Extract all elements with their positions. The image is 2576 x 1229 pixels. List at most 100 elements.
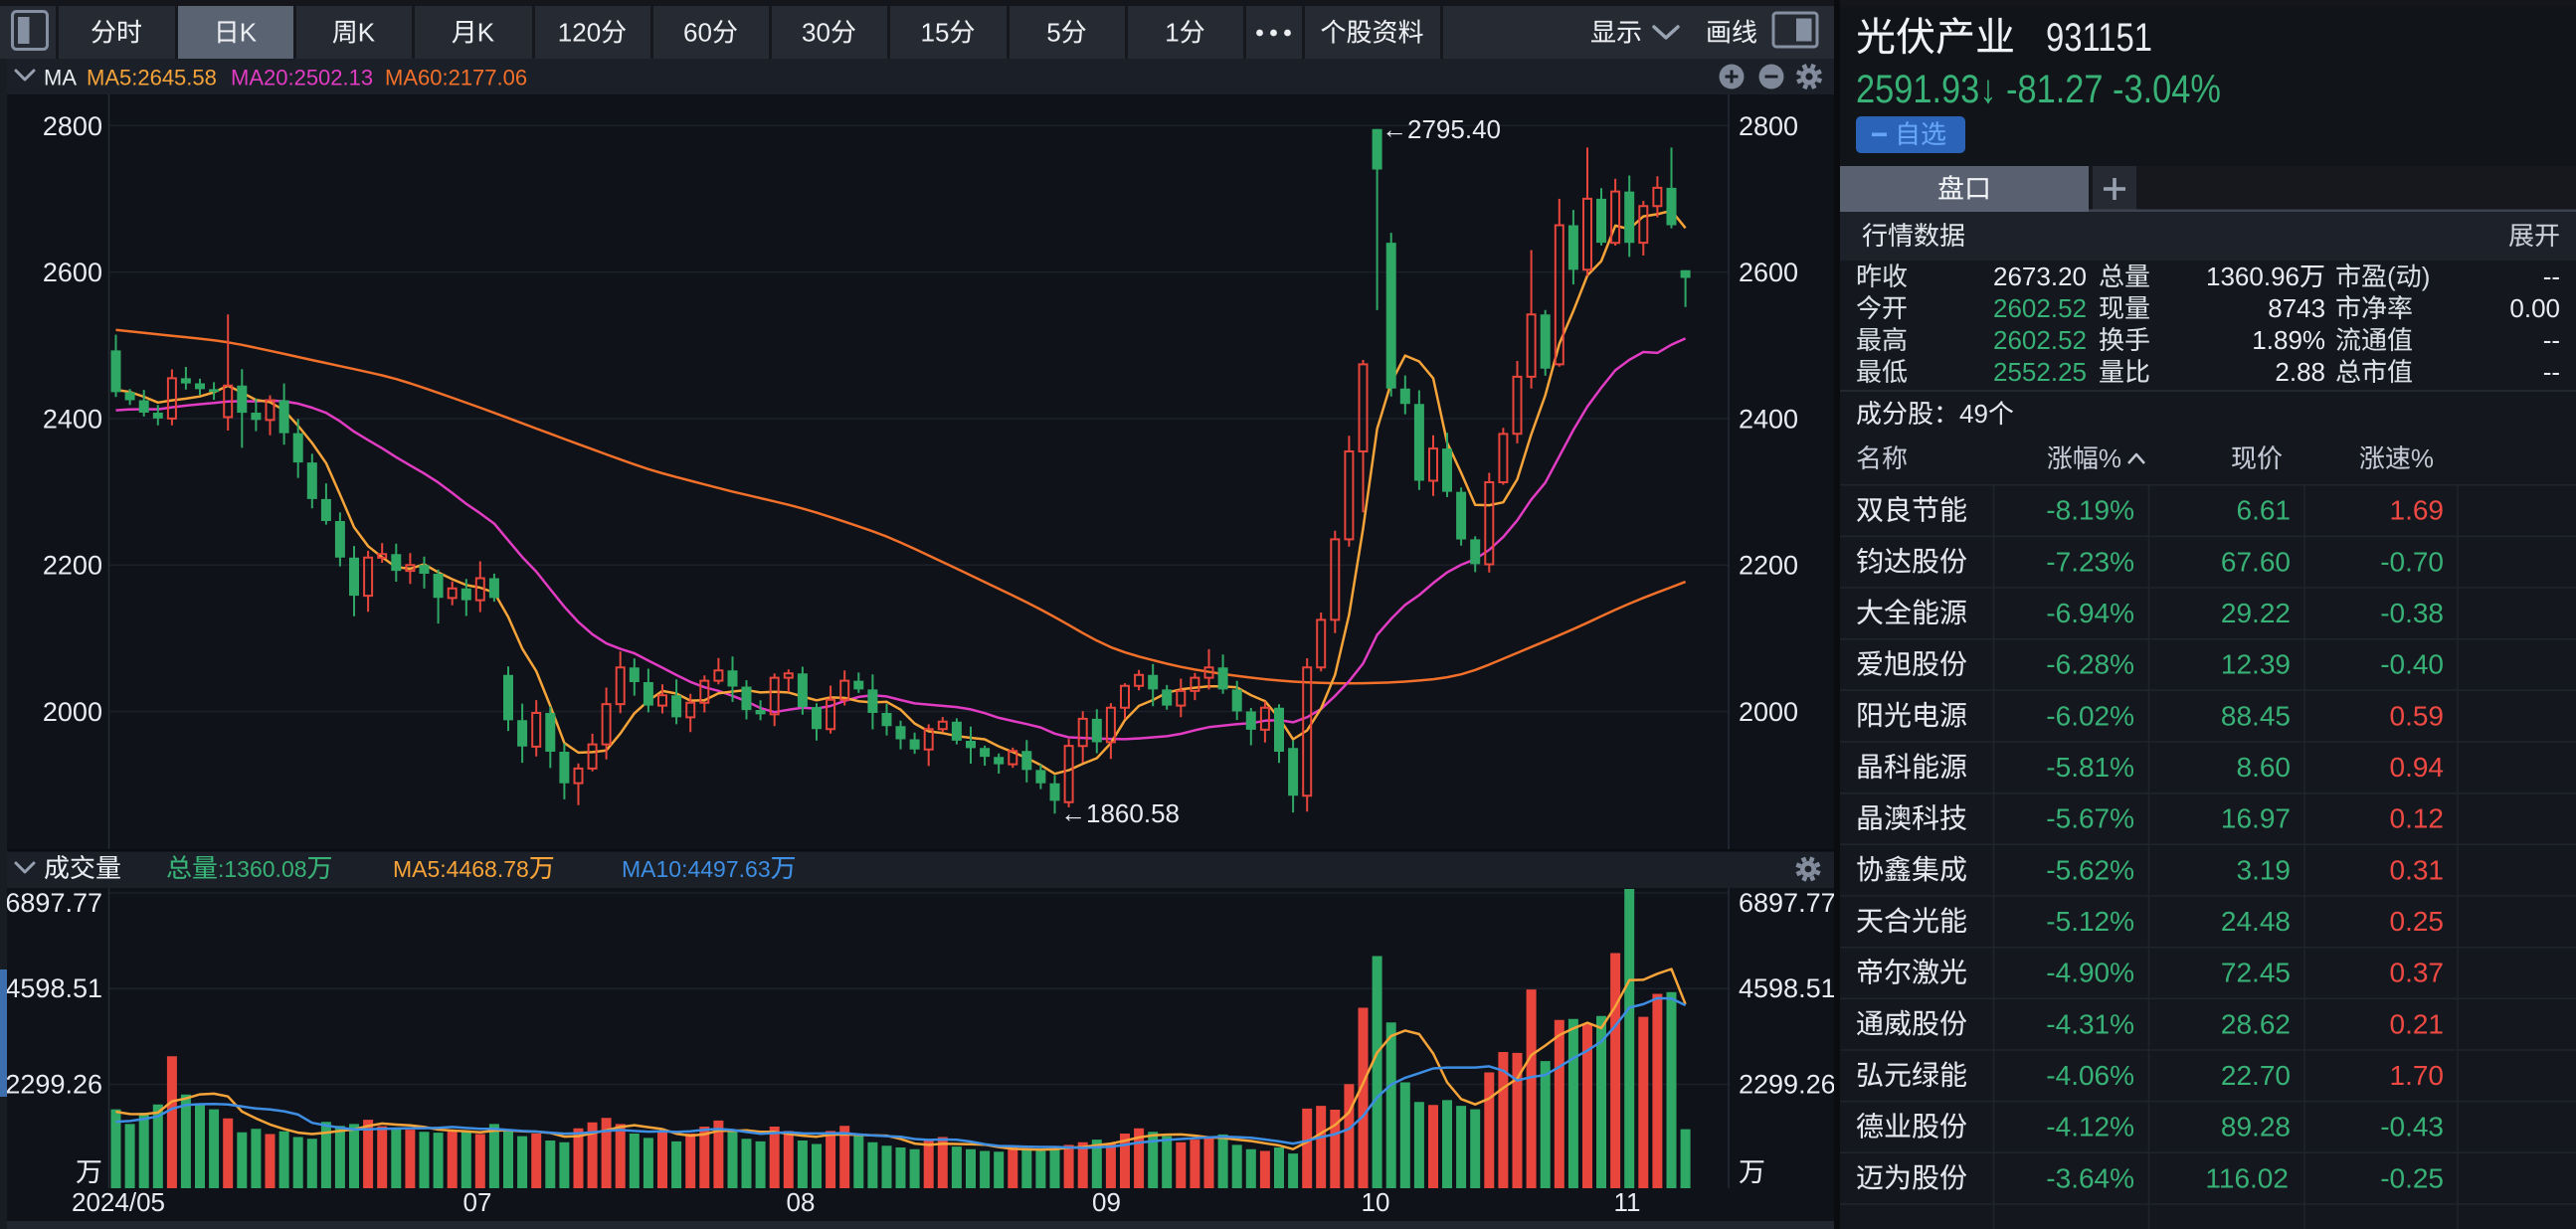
svg-text:0.25: 0.25 (2390, 906, 2445, 937)
svg-text:2800: 2800 (1739, 111, 1798, 141)
svg-text:): ) (2422, 262, 2431, 291)
svg-text:-0.43: -0.43 (2380, 1112, 2444, 1142)
svg-text:%: % (2411, 443, 2434, 473)
svg-text:8743: 8743 (2268, 293, 2325, 323)
svg-text:-0.25: -0.25 (2380, 1162, 2444, 1193)
svg-text:-4.31%: -4.31% (2046, 1008, 2134, 1039)
svg-text:1: 1 (1165, 18, 1179, 48)
svg-text:24.48: 24.48 (2221, 906, 2291, 937)
svg-text:2600: 2600 (1739, 258, 1798, 287)
svg-text:88.45: 88.45 (2221, 700, 2291, 731)
svg-text:2602.52: 2602.52 (1993, 293, 2087, 323)
svg-text:MA: MA (44, 66, 77, 90)
svg-text:1.70: 1.70 (2390, 1060, 2445, 1091)
svg-text:16.97: 16.97 (2221, 803, 2291, 834)
svg-text:-5.12%: -5.12% (2046, 906, 2134, 937)
svg-text:0.59: 0.59 (2390, 700, 2445, 731)
svg-text:0.37: 0.37 (2390, 958, 2445, 988)
svg-text:120: 120 (558, 18, 601, 48)
svg-text:22.70: 22.70 (2221, 1060, 2291, 1091)
svg-text:%: % (2099, 443, 2121, 473)
svg-text:1.89%: 1.89% (2252, 325, 2325, 355)
svg-text:2400: 2400 (43, 405, 102, 435)
svg-text:2673.20: 2673.20 (1993, 262, 2087, 291)
svg-text:2299.26: 2299.26 (1739, 1070, 1836, 1100)
svg-text:-0.38: -0.38 (2380, 598, 2444, 628)
svg-text:K: K (358, 18, 376, 48)
svg-text::1360.08: :1360.08 (218, 856, 307, 882)
svg-text:←2795.40: ←2795.40 (1381, 114, 1501, 144)
svg-text:4598.51: 4598.51 (1739, 973, 1836, 1003)
svg-text:MA5:2645.58: MA5:2645.58 (87, 66, 217, 90)
svg-text:-5.81%: -5.81% (2046, 752, 2134, 783)
svg-text:116.02: 116.02 (2205, 1162, 2289, 1193)
svg-text:-4.06%: -4.06% (2046, 1060, 2134, 1091)
svg-text:0.94: 0.94 (2390, 752, 2445, 783)
svg-text:72.45: 72.45 (2221, 958, 2291, 988)
svg-text:-5.62%: -5.62% (2046, 854, 2134, 885)
svg-text:3.19: 3.19 (2237, 854, 2292, 885)
svg-text:6897.77: 6897.77 (1739, 888, 1836, 918)
svg-text:2602.52: 2602.52 (1993, 325, 2087, 355)
svg-text:0.31: 0.31 (2390, 854, 2445, 885)
svg-text:MA10:4497.63: MA10:4497.63 (622, 856, 771, 882)
svg-text:4598.51: 4598.51 (5, 973, 102, 1003)
svg-text:-4.90%: -4.90% (2046, 958, 2134, 988)
svg-text:1360.96: 1360.96 (2206, 262, 2300, 291)
svg-text:-7.23%: -7.23% (2046, 546, 2134, 577)
svg-text:K: K (240, 18, 258, 48)
svg-text:2000: 2000 (43, 697, 102, 727)
svg-text:0.12: 0.12 (2390, 803, 2445, 834)
svg-text:1.69: 1.69 (2390, 495, 2445, 526)
svg-text:07: 07 (463, 1187, 492, 1217)
svg-text:2299.26: 2299.26 (5, 1070, 102, 1100)
svg-text:2200: 2200 (43, 551, 102, 581)
svg-text:60: 60 (683, 18, 712, 48)
svg-text:67.60: 67.60 (2221, 546, 2291, 577)
svg-text:89.28: 89.28 (2221, 1112, 2291, 1142)
svg-text:6.61: 6.61 (2237, 495, 2292, 526)
svg-text:2800: 2800 (43, 111, 102, 141)
svg-text:15: 15 (921, 18, 950, 48)
svg-text:←1860.58: ←1860.58 (1060, 798, 1180, 828)
svg-text:-6.02%: -6.02% (2046, 700, 2134, 731)
svg-text:-6.28%: -6.28% (2046, 649, 2134, 680)
svg-text:--: -- (2543, 325, 2560, 355)
svg-text:MA5:4468.78: MA5:4468.78 (393, 856, 529, 882)
svg-text:2.88: 2.88 (2275, 357, 2325, 387)
svg-text:08: 08 (787, 1187, 816, 1217)
svg-text:MA20:2502.13: MA20:2502.13 (231, 66, 373, 90)
svg-text:0.21: 0.21 (2390, 1008, 2445, 1039)
svg-text:931151: 931151 (2046, 16, 2152, 60)
svg-text:2000: 2000 (1739, 697, 1798, 727)
svg-text:2591.93↓ -81.27 -3.04%: 2591.93↓ -81.27 -3.04% (1856, 68, 2221, 111)
svg-text:12.39: 12.39 (2221, 649, 2291, 680)
svg-text:5: 5 (1046, 18, 1060, 48)
svg-text:-4.12%: -4.12% (2046, 1112, 2134, 1142)
svg-text:10: 10 (1362, 1187, 1390, 1217)
svg-text:--: -- (2543, 262, 2560, 291)
svg-text:-0.40: -0.40 (2380, 649, 2444, 680)
svg-text:11: 11 (1614, 1187, 1641, 1217)
svg-text:(: ( (2387, 262, 2396, 291)
svg-text:-0.70: -0.70 (2380, 546, 2444, 577)
svg-text:09: 09 (1092, 1187, 1121, 1217)
svg-text:2552.25: 2552.25 (1993, 357, 2087, 387)
svg-text:2024/05: 2024/05 (72, 1187, 165, 1217)
svg-text:-6.94%: -6.94% (2046, 598, 2134, 628)
svg-text:0.00: 0.00 (2509, 293, 2560, 323)
svg-text:6897.77: 6897.77 (5, 888, 102, 918)
svg-text:29.22: 29.22 (2221, 598, 2291, 628)
svg-text:-5.67%: -5.67% (2046, 803, 2134, 834)
svg-text:28.62: 28.62 (2221, 1008, 2291, 1039)
svg-text:8.60: 8.60 (2237, 752, 2292, 783)
svg-text:2600: 2600 (43, 258, 102, 287)
svg-text:2200: 2200 (1739, 551, 1798, 581)
svg-text:30: 30 (802, 18, 830, 48)
svg-text:2400: 2400 (1739, 405, 1798, 435)
svg-text:-8.19%: -8.19% (2046, 495, 2134, 526)
svg-text:-3.64%: -3.64% (2046, 1162, 2134, 1193)
svg-text:MA60:2177.06: MA60:2177.06 (385, 66, 527, 90)
svg-text:--: -- (2543, 357, 2560, 387)
svg-text:49: 49 (1959, 399, 1988, 429)
